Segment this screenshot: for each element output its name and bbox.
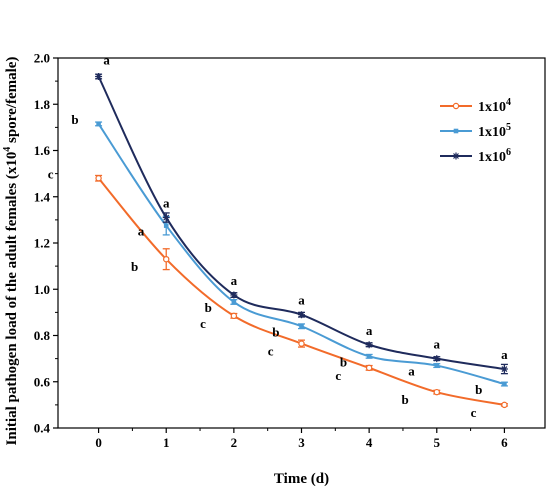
x-tick-label: 5	[434, 435, 441, 450]
data-point	[434, 363, 440, 368]
significance-label: c	[200, 316, 206, 331]
significance-label: b	[71, 112, 78, 127]
y-tick-label: 0.6	[34, 374, 51, 389]
significance-label: a	[434, 337, 441, 352]
significance-label: a	[103, 53, 110, 68]
x-tick-label: 6	[501, 435, 508, 450]
significance-label: c	[471, 405, 477, 420]
y-tick-label: 1.2	[34, 236, 50, 251]
legend-item: 1x104	[440, 97, 511, 115]
legend: 1x104 1x105 1x106	[440, 97, 511, 165]
legend-item: 1x106	[440, 147, 511, 165]
legend-label: 1x104	[478, 97, 511, 115]
data-point	[501, 401, 508, 409]
data-point	[95, 73, 103, 80]
y-tick-label: 0.4	[34, 421, 51, 436]
data-point	[433, 388, 440, 396]
series-3	[95, 73, 508, 375]
y-tick-label: 0.8	[34, 328, 51, 343]
data-point	[365, 364, 373, 372]
significance-label: c	[48, 166, 54, 181]
y-axis: 0.4 0.6 0.8 1.0 1.2 1.4 1.6 1.8 2.0	[34, 51, 58, 436]
significance-label: a	[408, 364, 415, 379]
y-tick-label: 1.6	[34, 143, 51, 158]
data-point	[299, 323, 304, 329]
data-point	[453, 128, 459, 134]
significance-label: a	[298, 293, 305, 308]
y-tick-label: 1.4	[34, 189, 51, 204]
series-layer	[95, 73, 508, 409]
x-tick-label: 3	[298, 435, 305, 450]
significance-label: b	[131, 259, 138, 274]
data-point	[163, 223, 169, 228]
data-point	[433, 355, 441, 363]
data-point	[231, 299, 237, 305]
significance-label: a	[501, 347, 508, 362]
data-point	[452, 152, 460, 160]
x-tick-label: 4	[366, 435, 373, 450]
x-axis: 0 1 2 3 4 5 6	[95, 428, 508, 450]
significance-label: a	[366, 323, 373, 338]
data-point	[452, 102, 460, 110]
significance-label: b	[475, 382, 482, 397]
data-point	[298, 340, 305, 347]
x-tick-label: 0	[95, 435, 102, 450]
y-tick-label: 1.0	[34, 282, 50, 297]
data-point	[365, 341, 373, 349]
data-point	[95, 175, 102, 182]
y-tick-label: 2.0	[34, 51, 50, 66]
data-point	[366, 354, 372, 359]
significance-label: a	[163, 196, 170, 211]
significance-label: a	[138, 224, 145, 239]
data-point	[230, 291, 238, 299]
series-1	[95, 174, 508, 409]
x-tick-label: 2	[231, 435, 238, 450]
significance-label: c	[335, 368, 341, 383]
x-axis-title: Time (d)	[274, 471, 329, 487]
data-point	[502, 381, 507, 387]
data-point	[298, 311, 305, 319]
legend-item: 1x105	[440, 122, 511, 140]
plot-border	[57, 57, 546, 429]
significance-label: a	[231, 273, 238, 288]
plot-frame	[57, 57, 546, 429]
y-axis-title-sup: 4	[2, 147, 13, 152]
y-axis-title-main: Initial pathogen load of the adult femal…	[4, 152, 20, 446]
data-point	[96, 121, 101, 127]
data-point	[163, 255, 170, 263]
data-point	[230, 312, 238, 320]
y-axis-title-suffix: spore/female)	[4, 57, 20, 147]
series-line	[97, 177, 505, 406]
y-tick-label: 1.8	[34, 97, 51, 112]
legend-label: 1x106	[478, 147, 511, 165]
legend-label: 1x105	[478, 122, 511, 140]
x-tick-label: 1	[163, 435, 170, 450]
series-2	[95, 121, 508, 387]
y-axis-title: Initial pathogen load of the adult femal…	[2, 57, 20, 446]
data-point	[500, 365, 508, 373]
data-point	[162, 214, 170, 222]
significance-label: b	[402, 392, 409, 407]
significance-label: b	[205, 300, 212, 315]
significance-label: c	[268, 344, 274, 359]
significance-label: b	[272, 324, 279, 339]
significance-label: b	[340, 354, 347, 369]
